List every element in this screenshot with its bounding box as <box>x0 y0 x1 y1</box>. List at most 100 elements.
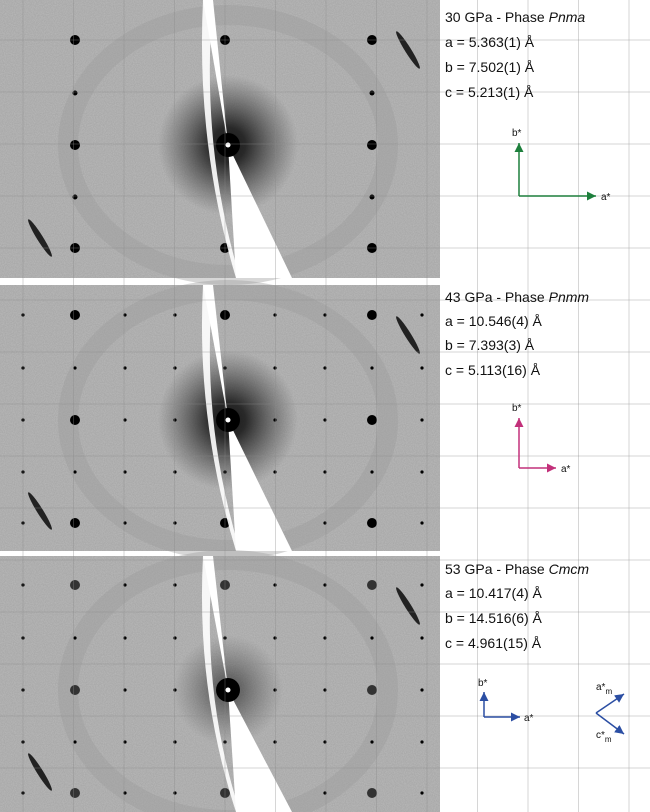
phase: Pnmm <box>549 289 590 305</box>
reflection <box>21 418 25 422</box>
reflection <box>420 688 424 692</box>
axes-arrows <box>479 692 625 735</box>
reflection <box>173 688 177 692</box>
reflection <box>323 366 327 370</box>
powder-streak <box>28 753 52 791</box>
lattice-a: a = 10.417(4) Å <box>445 585 543 601</box>
reflection <box>21 688 25 692</box>
axis-label: a*m <box>596 682 612 696</box>
reflection <box>173 418 177 422</box>
reflection <box>367 518 377 528</box>
reflection <box>323 688 327 692</box>
powder-streak <box>28 219 52 257</box>
reflection <box>70 243 80 253</box>
reflection <box>123 583 127 587</box>
diffraction-panel <box>0 550 440 812</box>
reflection <box>323 740 327 744</box>
axes-arrows <box>514 143 596 201</box>
reflection <box>370 740 374 744</box>
reflection <box>273 583 277 587</box>
arrow-cm <box>595 712 625 735</box>
reflection <box>367 310 377 320</box>
reflection <box>21 470 25 474</box>
reflection <box>369 194 375 200</box>
reflection <box>70 35 80 45</box>
reflection <box>367 140 377 150</box>
reflection <box>323 313 327 317</box>
powder-streak <box>28 492 52 530</box>
reflection <box>273 418 277 422</box>
reflection <box>367 685 377 695</box>
reflection <box>123 418 127 422</box>
lattice-c: c = 5.213(1) Å <box>445 84 534 100</box>
beam-center-dot <box>225 417 231 423</box>
reflection <box>173 313 177 317</box>
lattice-a: a = 10.546(4) Å <box>445 313 543 329</box>
beam-center-dot <box>225 142 231 148</box>
axes-arrows <box>514 418 556 473</box>
axis-name: c* <box>596 730 605 741</box>
reflection <box>123 636 127 640</box>
detector-edge <box>201 556 240 812</box>
axis-label: c*m <box>596 730 612 744</box>
diffuse-ring <box>58 280 398 560</box>
detector-edge <box>201 0 240 278</box>
reflection <box>123 313 127 317</box>
diffuse-ring <box>58 5 398 285</box>
reflection <box>273 636 277 640</box>
reflection <box>70 310 80 320</box>
diffuse-ring <box>58 550 398 812</box>
reflection <box>420 366 424 370</box>
reflection <box>21 313 25 317</box>
panel-title: 53 GPa - Phase Cmcm <box>445 561 589 577</box>
reflection <box>323 636 327 640</box>
panel-title: 30 GPa - Phase Pnma <box>445 9 585 25</box>
powder-streak <box>396 31 420 69</box>
panel-title: 43 GPa - Phase Pnmm <box>445 289 589 305</box>
reflection <box>70 140 80 150</box>
lattice-b: b = 7.393(3) Å <box>445 337 535 353</box>
reflection <box>173 470 177 474</box>
pressure: 43 GPa - Phase <box>445 289 545 305</box>
reflection <box>123 470 127 474</box>
reflection <box>223 740 227 744</box>
reflection <box>367 788 377 798</box>
pressure: 53 GPa - Phase <box>445 561 545 577</box>
reflection <box>420 313 424 317</box>
arrow-am <box>595 693 625 714</box>
reflection <box>21 636 25 640</box>
reflection <box>273 688 277 692</box>
reflection <box>273 740 277 744</box>
axis-label: b* <box>512 128 522 139</box>
reflection <box>21 740 25 744</box>
axis-subscript: m <box>605 687 612 696</box>
reflection <box>72 194 78 200</box>
reflection <box>173 791 177 795</box>
reflection <box>370 366 374 370</box>
reflection <box>21 583 25 587</box>
reflection <box>323 583 327 587</box>
pressure: 30 GPa - Phase <box>445 9 545 25</box>
reflection <box>420 521 424 525</box>
reflection <box>223 470 227 474</box>
reflection <box>369 90 375 96</box>
phase: Cmcm <box>549 561 590 577</box>
beam-center-dot <box>225 687 231 693</box>
reflection <box>420 470 424 474</box>
reflection <box>323 791 327 795</box>
phase: Pnma <box>549 9 586 25</box>
reflection <box>323 470 327 474</box>
axis-subscript: m <box>605 735 612 744</box>
reflection <box>70 788 80 798</box>
detector-edge <box>201 285 240 551</box>
reflection <box>73 470 77 474</box>
reflection <box>70 518 80 528</box>
reflection <box>21 791 25 795</box>
reflection <box>220 580 230 590</box>
reflection <box>367 415 377 425</box>
shadow-gap <box>228 690 292 812</box>
reflection <box>370 636 374 640</box>
axis-label: a* <box>524 713 534 724</box>
